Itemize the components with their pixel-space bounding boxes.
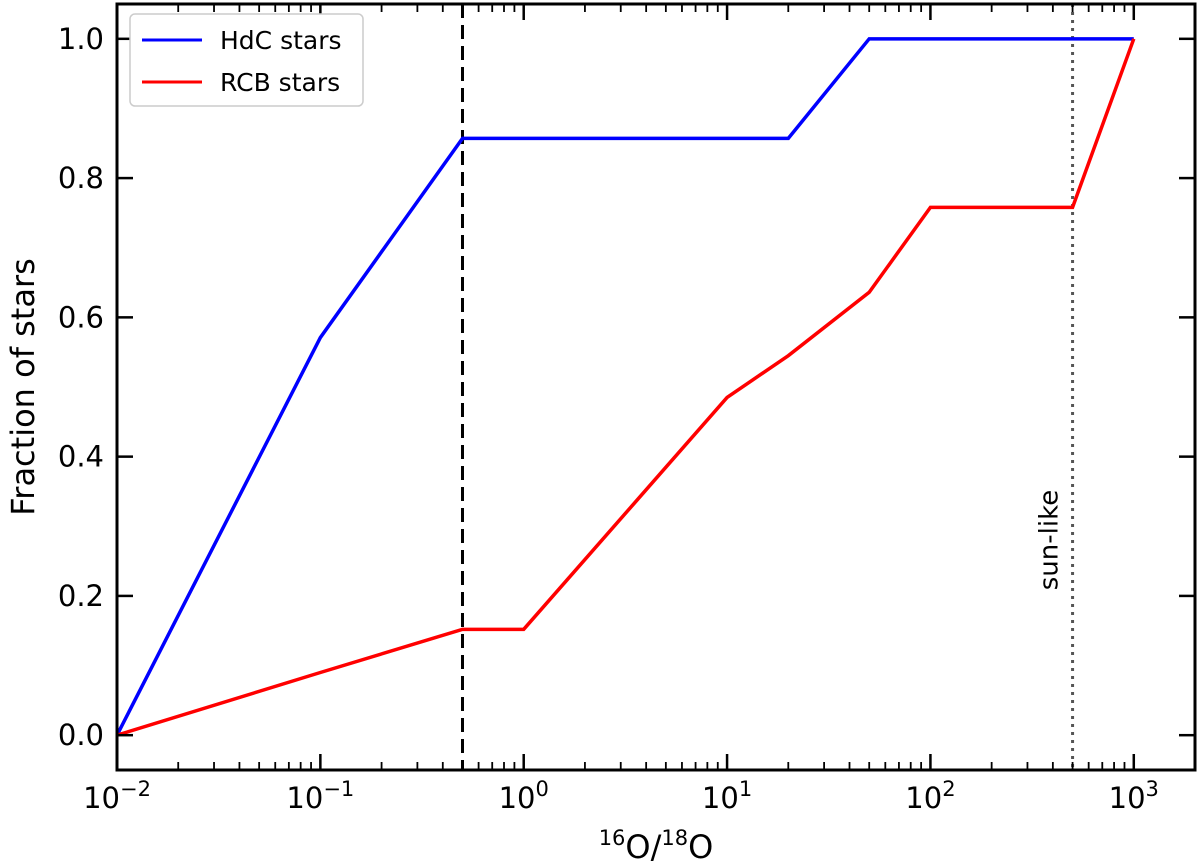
x-label-isotope-b: 18	[661, 826, 688, 850]
x-tick-exponent: 2	[942, 777, 955, 801]
x-tick-base: 10	[1109, 781, 1146, 815]
x-axis-label: 16O/18O	[599, 826, 714, 866]
x-tick-base: 10	[702, 781, 739, 815]
x-tick-exponent: 0	[535, 777, 548, 801]
sun-like-annotation: sun-like	[1035, 490, 1065, 590]
y-tick-label: 0.2	[58, 579, 104, 613]
plot-frame	[115, 2, 1197, 772]
legend-label-rcb: RCB stars	[220, 68, 340, 97]
y-axis-label: Fraction of stars	[4, 258, 42, 516]
axis-ticks	[115, 4, 1195, 770]
x-tick-label: 102	[905, 777, 955, 815]
y-tick-label: 0.6	[58, 300, 104, 334]
x-tick-exponent: 3	[1146, 777, 1159, 801]
y-tick-label: 0.4	[58, 440, 104, 474]
x-tick-base: 10	[499, 781, 536, 815]
y-tick-label: 0.0	[58, 718, 104, 752]
x-tick-label: 10−1	[286, 777, 354, 815]
x-tick-base: 10	[905, 781, 942, 815]
series-line-rcb	[116, 38, 1136, 737]
x-tick-label: 100	[499, 777, 549, 815]
plot-lines	[115, 4, 1136, 770]
x-tick-exponent: −2	[120, 777, 151, 801]
x-tick-base: 10	[286, 781, 323, 815]
x-tick-exponent: 1	[739, 777, 752, 801]
x-tick-label: 101	[702, 777, 752, 815]
x-tick-exponent: −1	[323, 777, 354, 801]
legend: HdC stars RCB stars	[129, 13, 364, 107]
legend-label-hdc: HdC stars	[220, 26, 342, 55]
x-tick-label: 103	[1109, 777, 1159, 815]
y-tick-label: 1.0	[58, 22, 104, 56]
x-tick-base: 10	[83, 781, 120, 815]
x-label-element-a: O/	[625, 828, 661, 866]
x-label-element-b: O	[688, 828, 713, 866]
series-line-hdc	[115, 37, 1134, 736]
y-tick-label: 0.8	[58, 161, 104, 195]
x-label-isotope-a: 16	[599, 826, 626, 850]
x-minor-ticks	[177, 4, 1126, 770]
x-tick-label: 10−2	[83, 777, 151, 815]
